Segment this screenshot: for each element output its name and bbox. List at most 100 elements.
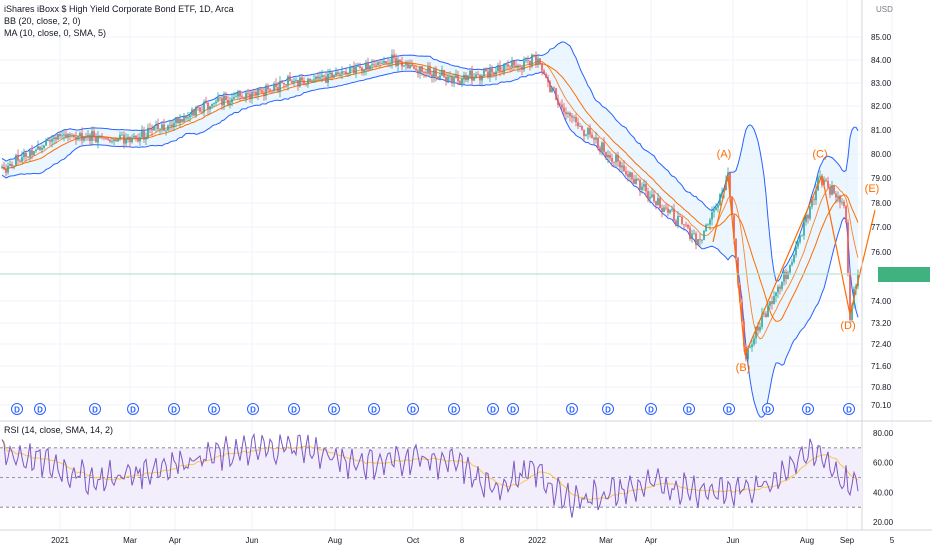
candle-body-28 (57, 133, 59, 140)
candle-body-252 (505, 64, 507, 66)
candle-body-266 (533, 54, 535, 57)
candle-body-274 (549, 81, 551, 93)
candle-body-292 (585, 134, 587, 136)
dividend-marker-17 (683, 403, 695, 415)
candle-body-181 (363, 69, 365, 72)
candle-body-293 (587, 128, 589, 135)
candle-body-261 (523, 60, 525, 70)
time-tick-4: Aug (328, 536, 342, 545)
bollinger-band-fill (2, 41, 858, 418)
candle-body-263 (527, 60, 529, 62)
candle-body-400 (801, 235, 803, 237)
candle-body-346 (693, 233, 695, 235)
candle-body-118 (237, 91, 239, 97)
candle-body-215 (431, 74, 433, 77)
dividend-marker-4 (168, 403, 180, 415)
candle-body-25 (51, 139, 53, 142)
candle-body-396 (793, 255, 795, 263)
candle-body-195 (391, 54, 393, 64)
candle-body-334 (669, 210, 671, 213)
candle-body-410 (821, 176, 823, 186)
candle-body-70 (141, 130, 143, 138)
candle-body-228 (457, 75, 459, 82)
candle-body-105 (211, 103, 213, 107)
candle-body-295 (591, 134, 593, 138)
candle-body-191 (383, 61, 385, 64)
candle-body-128 (257, 89, 259, 96)
dividend-marker-label-21: D (846, 406, 852, 415)
candle-body-96 (193, 109, 195, 116)
candle-body-406 (813, 199, 815, 201)
candle-body-44 (89, 134, 91, 141)
candle-body-139 (279, 80, 281, 92)
legend-bollinger: BB (20, close, 2, 0) (4, 16, 81, 26)
candle-body-368 (737, 257, 739, 285)
candle-body-307 (615, 155, 617, 163)
candle-body-317 (635, 178, 637, 184)
candle-body-107 (215, 101, 217, 104)
time-tick-11: Aug (800, 536, 814, 545)
candle-body-109 (219, 97, 221, 99)
candle-body-153 (307, 78, 309, 85)
candle-body-414 (829, 187, 831, 195)
candle-body-50 (101, 135, 103, 138)
dividend-marker-12 (487, 403, 499, 415)
candle-body-262 (525, 60, 527, 62)
candle-body-397 (795, 246, 797, 256)
candle-body-37 (75, 137, 77, 140)
candle-body-193 (387, 63, 389, 65)
candle-body-378 (757, 326, 759, 331)
candle-body-217 (435, 69, 437, 77)
candle-body-213 (427, 67, 429, 74)
candle-body-81 (163, 124, 165, 131)
wave-label-2: (C) (812, 149, 827, 161)
candle-body-238 (477, 74, 479, 76)
candle-body-245 (491, 68, 493, 73)
candle-body-152 (305, 83, 307, 85)
candle-body-121 (243, 97, 245, 99)
candle-body-5 (11, 164, 13, 167)
dividend-marker-19 (762, 403, 774, 415)
candle-body-151 (303, 80, 305, 84)
candle-body-299 (599, 147, 601, 152)
dividend-marker-10 (407, 403, 419, 415)
candle-body-224 (449, 76, 451, 78)
candle-body-421 (843, 201, 845, 206)
wave-label-3: (D) (840, 320, 855, 332)
candle-body-202 (405, 63, 407, 66)
candle-body-312 (625, 171, 627, 175)
candle-body-197 (395, 57, 397, 66)
candle-body-388 (777, 286, 779, 293)
candle-body-167 (335, 72, 337, 76)
candle-body-271 (543, 70, 545, 75)
candle-body-97 (195, 106, 197, 116)
candle-body-329 (659, 198, 661, 209)
candle-body-55 (111, 141, 113, 142)
candle-body-175 (351, 66, 353, 68)
candle-body-351 (703, 230, 705, 240)
candle-body-63 (127, 137, 129, 139)
candle-body-149 (299, 77, 301, 87)
price-tick-4: 81.00 (871, 126, 892, 135)
candle-body-188 (377, 62, 379, 65)
dividend-marker-2 (89, 403, 101, 415)
candle-body-279 (559, 104, 561, 106)
candle-body-56 (113, 139, 115, 142)
candle-body-338 (677, 216, 679, 226)
candle-body-69 (139, 137, 141, 142)
candle-body-144 (289, 76, 291, 81)
rsi-ma-line (1, 439, 859, 501)
candle-body-248 (497, 65, 499, 72)
candle-body-407 (815, 190, 817, 201)
rsi-line (1, 432, 859, 518)
candle-body-302 (605, 152, 607, 158)
candle-body-272 (545, 74, 547, 78)
candle-body-75 (151, 128, 153, 131)
candle-body-298 (597, 137, 599, 148)
candle-body-35 (71, 135, 73, 137)
dividend-marker-label-0: D (14, 406, 20, 415)
candle-body-127 (255, 91, 257, 96)
candle-body-179 (359, 66, 361, 68)
candle-body-135 (271, 90, 273, 92)
